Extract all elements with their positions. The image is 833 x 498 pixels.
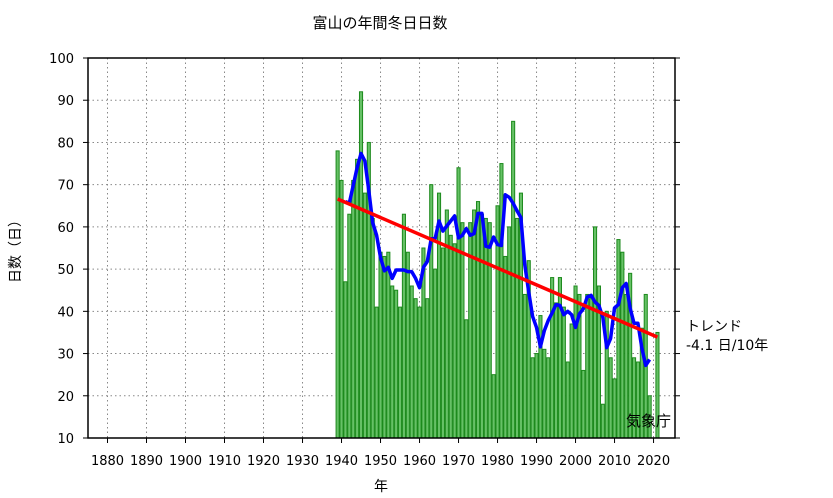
bar-1949 xyxy=(374,306,379,439)
x-tick-label: 2010 xyxy=(598,454,631,469)
bar-1997 xyxy=(561,306,566,439)
bar-1999 xyxy=(569,323,574,439)
bar-2003 xyxy=(585,293,590,439)
y-tick-label: 90 xyxy=(57,94,74,109)
bar-1939 xyxy=(335,150,340,439)
bar-1995 xyxy=(553,302,559,439)
y-tick-label: 50 xyxy=(57,263,74,278)
x-tick-label: 1910 xyxy=(208,454,241,469)
x-tick-label: 2020 xyxy=(637,454,670,469)
moving-average-line xyxy=(344,151,652,368)
x-tick-label: 1880 xyxy=(91,454,124,469)
x-tick-label: 1930 xyxy=(286,454,319,469)
bar-1998 xyxy=(565,361,570,439)
trend-line xyxy=(336,197,659,339)
bar-1985 xyxy=(514,217,520,439)
chart-title: 富山の年間冬日日数 xyxy=(312,14,447,32)
bar-1978 xyxy=(487,222,492,439)
y-tick-label: 10 xyxy=(57,432,74,447)
y-tick-label: 60 xyxy=(57,221,74,236)
x-tick-label: 1920 xyxy=(247,454,280,469)
x-tick-label: 1960 xyxy=(403,454,436,469)
bar-1977 xyxy=(483,217,488,439)
bar-1992 xyxy=(542,348,547,439)
y-tick-label: 70 xyxy=(57,179,74,194)
bar-1957 xyxy=(405,251,410,439)
bar-1996 xyxy=(557,277,562,439)
bar-1958 xyxy=(409,285,414,439)
bar-1984 xyxy=(511,120,516,439)
plot-frame xyxy=(87,57,676,439)
bar-1972 xyxy=(464,319,469,439)
trend-label: トレンド xyxy=(686,319,742,335)
bar-1974 xyxy=(472,209,477,439)
bar-1950 xyxy=(378,251,383,439)
bar-1963 xyxy=(429,184,434,439)
bar-1993 xyxy=(546,357,551,439)
bar-1943 xyxy=(351,179,356,439)
bar-1975 xyxy=(475,201,481,439)
bar-2002 xyxy=(581,369,586,439)
x-axis: 1880 1890 1900 1910 1920 1930 1940 1950 1960 1970… xyxy=(91,438,670,469)
bar-1960 xyxy=(417,306,422,439)
bar-1969 xyxy=(452,243,457,439)
y-tick-label: 20 xyxy=(57,390,74,405)
y-tick-label: 100 xyxy=(49,52,74,67)
trend-value: -4.1 日/10年 xyxy=(686,338,768,354)
bar-1945 xyxy=(358,91,364,439)
bar-1940 xyxy=(339,179,344,439)
bar-1994 xyxy=(550,277,555,439)
bar-2004 xyxy=(589,298,594,439)
source-label: 気象庁 xyxy=(626,412,671,430)
y-axis: 10 20 30 40 50 60 70 80 90 100 xyxy=(49,52,680,447)
bar-1959 xyxy=(413,298,418,439)
bar-1948 xyxy=(370,217,375,439)
bar-1952 xyxy=(386,251,391,439)
bar-1982 xyxy=(503,255,508,439)
bar-1981 xyxy=(499,163,504,439)
bar-1989 xyxy=(530,357,535,439)
bar-1956 xyxy=(401,213,406,439)
bar-1970 xyxy=(456,167,461,439)
x-tick-label: 1940 xyxy=(325,454,358,469)
y-tick-label: 30 xyxy=(57,348,74,363)
x-tick-label: 1970 xyxy=(442,454,475,469)
bar-1968 xyxy=(448,234,453,439)
bar-2011 xyxy=(616,239,621,439)
bar-1955 xyxy=(397,306,403,439)
bar-1966 xyxy=(440,247,445,439)
y-axis-label: 日数（日） xyxy=(8,213,24,283)
bar-1944 xyxy=(355,158,360,439)
x-tick-label: 1900 xyxy=(169,454,202,469)
bar-2005 xyxy=(592,226,598,439)
bar-1951 xyxy=(382,255,387,439)
x-axis-label: 年 xyxy=(374,479,388,495)
bar-1962 xyxy=(425,298,430,439)
bar-1954 xyxy=(394,289,399,439)
bar-1979 xyxy=(491,374,496,439)
bar-1942 xyxy=(347,213,352,439)
bar-1976 xyxy=(479,213,484,439)
bar-2000 xyxy=(573,285,578,439)
y-tick-label: 40 xyxy=(57,305,74,320)
bar-1987 xyxy=(522,293,527,439)
x-tick-label: 1990 xyxy=(520,454,553,469)
bar-2012 xyxy=(620,251,625,439)
bar-1964 xyxy=(433,268,438,439)
bar-2007 xyxy=(600,403,605,439)
bar-1953 xyxy=(390,285,395,439)
x-tick-label: 1980 xyxy=(481,454,514,469)
bar-2009 xyxy=(608,357,613,439)
x-tick-label: 2000 xyxy=(559,454,592,469)
x-tick-label: 1950 xyxy=(364,454,397,469)
y-tick-label: 80 xyxy=(57,136,74,151)
x-tick-label: 1890 xyxy=(130,454,163,469)
bar-1946 xyxy=(362,192,367,439)
bar-1983 xyxy=(507,226,512,439)
bar-1941 xyxy=(343,281,348,439)
bar-2010 xyxy=(612,378,617,439)
bar-1990 xyxy=(534,353,539,439)
